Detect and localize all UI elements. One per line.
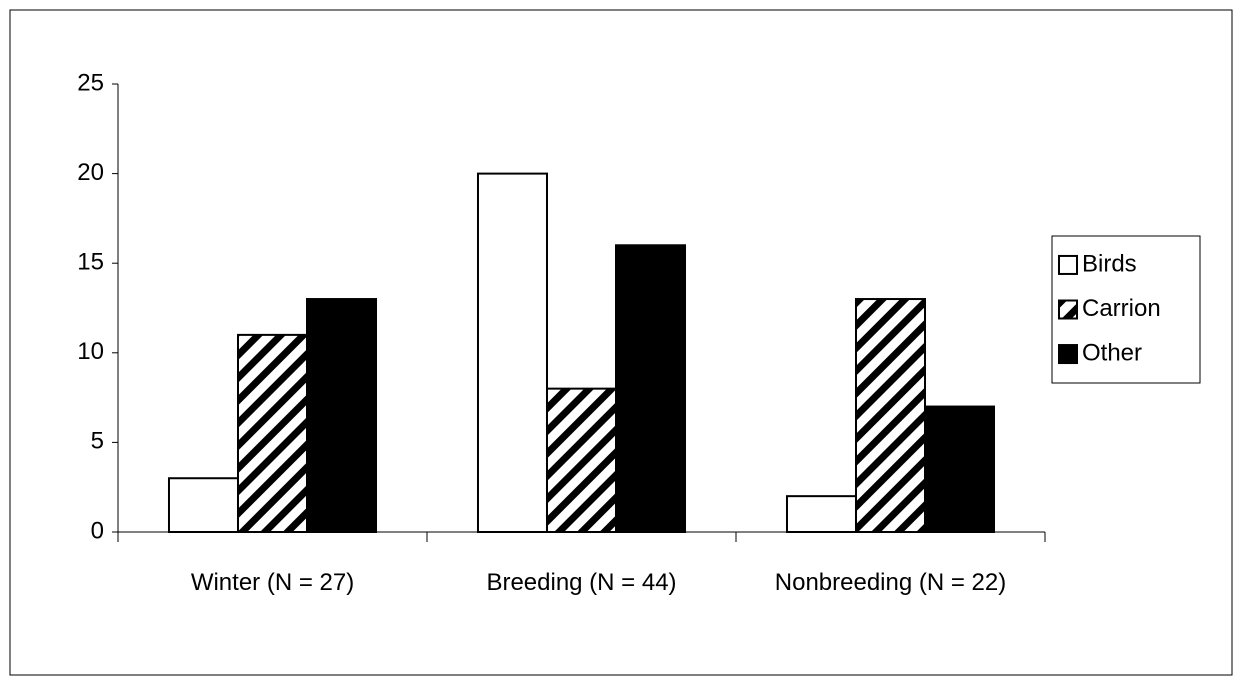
y-tick-label: 20 xyxy=(77,159,104,186)
bar xyxy=(854,298,927,534)
bar xyxy=(924,405,996,533)
bar xyxy=(476,172,548,533)
x-tick-label: Nonbreeding (N = 22) xyxy=(774,569,1007,596)
y-tick-label: 15 xyxy=(77,249,104,276)
legend-label: Other xyxy=(1082,339,1142,366)
bar xyxy=(236,333,309,533)
bar xyxy=(167,477,239,533)
bar xyxy=(306,298,378,534)
legend-label: Birds xyxy=(1082,250,1137,277)
legend-swatch xyxy=(1058,254,1078,275)
y-tick-label: 0 xyxy=(91,517,104,544)
legend-swatch xyxy=(1058,344,1078,365)
x-tick-label: Breeding (N = 44) xyxy=(486,569,677,596)
y-tick-label: 10 xyxy=(77,338,104,365)
y-tick-label: 25 xyxy=(77,69,104,96)
y-tick-label: 5 xyxy=(91,428,104,455)
bar xyxy=(785,495,857,534)
legend-swatch xyxy=(1058,299,1078,320)
legend-label: Carrion xyxy=(1082,295,1161,322)
bar xyxy=(545,387,618,534)
x-tick-label: Winter (N = 27) xyxy=(190,569,355,596)
bar xyxy=(615,244,687,533)
chart-frame xyxy=(9,9,1233,676)
